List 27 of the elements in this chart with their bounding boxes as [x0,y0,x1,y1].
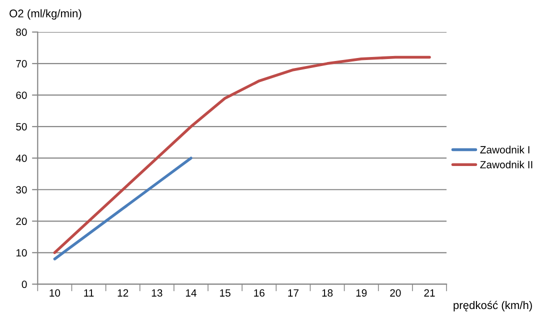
x-tick-label: 13 [152,289,162,297]
x-tick-label: 16 [254,289,264,297]
x-tick-label: 14 [186,289,196,297]
legend-label: Zawodnik II [480,160,532,168]
x-tick-label: 20 [390,289,401,297]
x-tick-label: 21 [424,289,435,297]
y-tick-label: 40 [16,154,27,162]
y-tick-label: 70 [16,60,27,68]
x-tick-label: 19 [356,289,367,297]
y-tick-label: 20 [16,218,27,226]
x-tick-label: 15 [220,289,230,297]
x-tick-label: 17 [288,289,298,297]
y-axis-title: O2 (ml/kg/min) [10,9,82,20]
line-series [53,156,192,260]
x-tick-label: 10 [50,289,60,297]
y-tick-label: 80 [16,28,27,36]
y-tick-label: 30 [16,186,27,194]
y-tick-label: 60 [16,92,27,99]
y-tick-label: 50 [16,123,27,130]
x-tick-label: 11 [84,289,94,297]
y-tick-label: 10 [16,249,27,257]
legend-label: Zawodnik I [480,146,530,154]
x-axis-title: prędkość (km/h) [454,300,532,312]
x-tick-label: 12 [118,289,128,297]
y-tick-label: 0 [22,280,27,288]
x-tick-label: 18 [322,289,333,297]
line-series [53,56,431,254]
